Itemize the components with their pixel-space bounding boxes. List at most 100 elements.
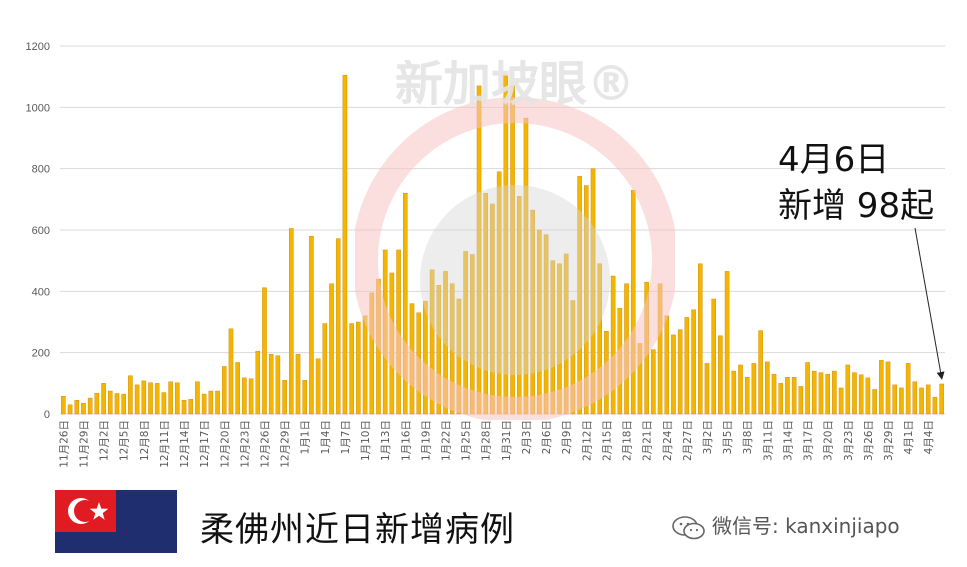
x-tick-label: 1月16日 bbox=[400, 420, 412, 461]
bar bbox=[872, 389, 877, 415]
x-tick-label: 2月3日 bbox=[521, 420, 533, 454]
x-tick-label: 12月8日 bbox=[139, 420, 151, 461]
bar bbox=[329, 283, 334, 415]
bar bbox=[852, 372, 857, 415]
bar bbox=[262, 287, 267, 415]
bar bbox=[832, 370, 837, 415]
bar bbox=[148, 382, 153, 415]
x-tick-label: 1月4日 bbox=[320, 420, 332, 454]
bar bbox=[677, 329, 683, 415]
bar bbox=[684, 317, 690, 415]
bar bbox=[322, 323, 328, 415]
bar bbox=[845, 364, 851, 415]
bar bbox=[691, 309, 696, 415]
bar bbox=[275, 355, 281, 415]
bar bbox=[671, 334, 676, 415]
footer-title: 柔佛州近日新增病例 bbox=[200, 510, 515, 550]
bar bbox=[87, 397, 93, 415]
bar bbox=[382, 249, 388, 415]
bar bbox=[282, 380, 287, 415]
x-tick-label: 1月31日 bbox=[501, 420, 513, 461]
bar bbox=[228, 328, 234, 415]
x-tick-label: 2月9日 bbox=[561, 420, 573, 454]
y-tick-label: 1200 bbox=[26, 41, 50, 53]
bar bbox=[570, 300, 576, 415]
y-tick-label: 0 bbox=[44, 409, 50, 421]
x-tick-label: 2月15日 bbox=[601, 420, 613, 461]
x-tick-label: 3月5日 bbox=[722, 420, 734, 454]
bar bbox=[738, 364, 743, 415]
y-tick-label: 800 bbox=[32, 164, 50, 176]
bar bbox=[610, 275, 616, 415]
bar bbox=[919, 387, 924, 415]
bar bbox=[403, 192, 408, 415]
bar bbox=[932, 396, 938, 415]
bar bbox=[490, 203, 495, 415]
bar bbox=[617, 308, 623, 415]
bar bbox=[651, 349, 656, 415]
bar bbox=[342, 74, 348, 415]
bar bbox=[865, 377, 871, 415]
bar bbox=[429, 269, 435, 415]
bar bbox=[637, 343, 643, 415]
bar bbox=[154, 383, 160, 415]
bar bbox=[905, 363, 911, 415]
bar bbox=[376, 278, 381, 415]
x-tick-label: 1月7日 bbox=[340, 420, 352, 454]
bar bbox=[94, 392, 100, 415]
bar bbox=[899, 387, 904, 415]
bar-chart: 0 200 400 600 800 1000 1200 11月26日 11月29日 12月2日 12… bbox=[26, 41, 945, 468]
bar bbox=[731, 370, 737, 415]
bar bbox=[939, 383, 944, 415]
bar bbox=[550, 260, 556, 415]
bar bbox=[604, 331, 609, 415]
x-tick-label: 3月11日 bbox=[762, 420, 774, 461]
bar bbox=[470, 254, 475, 415]
x-tick-label: 3月26日 bbox=[863, 420, 875, 461]
x-tick-label: 3月2日 bbox=[702, 420, 714, 454]
x-tick-label: 1月13日 bbox=[380, 420, 392, 461]
bar bbox=[409, 303, 415, 415]
bar bbox=[309, 235, 314, 415]
bar bbox=[765, 361, 770, 415]
bar bbox=[791, 377, 797, 415]
annotation-count: 新增 98起 bbox=[778, 186, 935, 226]
bar bbox=[543, 234, 549, 415]
bar bbox=[255, 350, 261, 415]
x-tick-label: 1月25日 bbox=[461, 420, 473, 461]
x-tick-label: 3月29日 bbox=[883, 420, 895, 461]
bar bbox=[624, 283, 629, 415]
bar bbox=[771, 373, 777, 415]
x-tick-label: 3月14日 bbox=[782, 420, 794, 461]
y-tick-label: 600 bbox=[32, 225, 50, 237]
bar bbox=[744, 377, 750, 415]
x-tick-label: 12月5日 bbox=[119, 420, 131, 461]
annotation-arrow bbox=[914, 227, 945, 380]
x-tick-label: 2月21日 bbox=[642, 420, 654, 461]
bar bbox=[597, 263, 602, 415]
bar bbox=[778, 383, 784, 415]
y-tick-label: 200 bbox=[32, 348, 50, 360]
bar bbox=[141, 380, 147, 415]
bar bbox=[825, 373, 830, 415]
x-tick-label: 12月2日 bbox=[99, 420, 111, 461]
x-tick-label: 2月27日 bbox=[682, 420, 694, 461]
bar bbox=[121, 393, 126, 415]
bar bbox=[61, 396, 66, 415]
bar bbox=[423, 300, 428, 415]
bar bbox=[181, 400, 187, 415]
x-tick-label: 2月18日 bbox=[622, 420, 634, 461]
bar bbox=[436, 285, 442, 415]
x-tick-label: 1月1日 bbox=[300, 420, 312, 454]
bar bbox=[315, 358, 321, 415]
bar bbox=[108, 390, 113, 415]
bar bbox=[892, 384, 897, 415]
y-tick-label: 1000 bbox=[26, 102, 50, 114]
bar bbox=[785, 377, 790, 415]
x-tick-label: 1月28日 bbox=[481, 420, 493, 461]
x-tick-label: 2月6日 bbox=[541, 420, 553, 454]
bar bbox=[496, 171, 502, 415]
bar bbox=[396, 249, 401, 415]
bar bbox=[215, 390, 220, 415]
bar bbox=[349, 323, 354, 415]
